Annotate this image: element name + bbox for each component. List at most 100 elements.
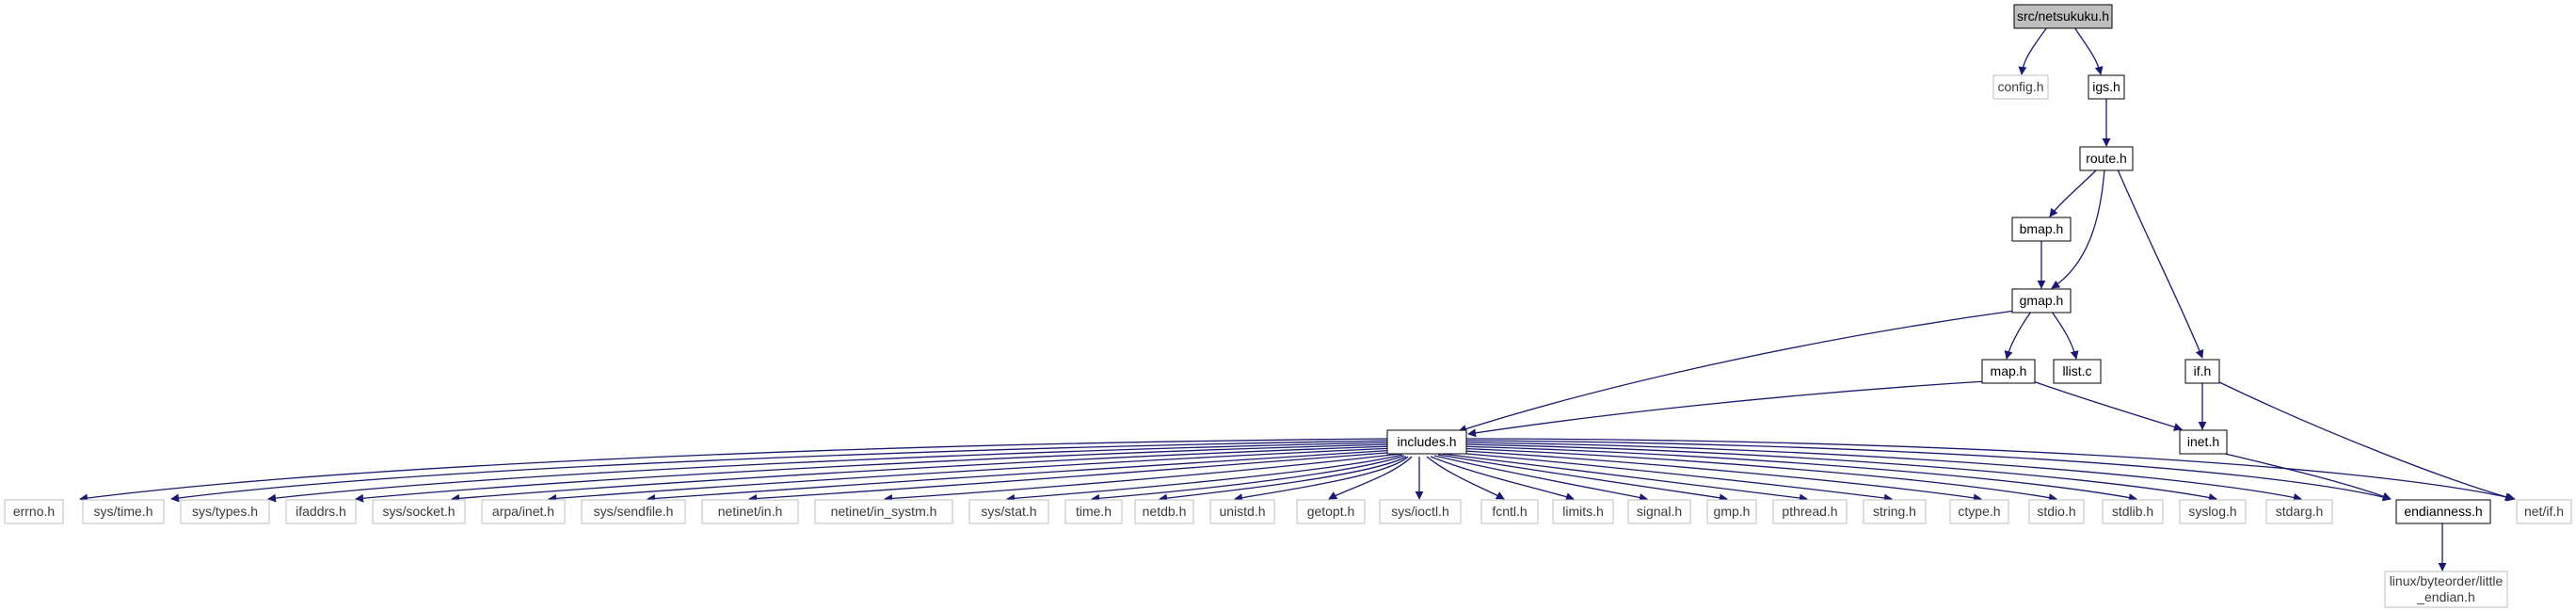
svg-text:inet.h: inet.h bbox=[2187, 434, 2219, 449]
node-sys-time[interactable]: sys/time.h bbox=[82, 499, 165, 524]
node-sys-sendfile[interactable]: sys/sendfile.h bbox=[581, 499, 686, 524]
edge-includes-netif bbox=[1464, 438, 2516, 502]
edge-includes-errno bbox=[79, 438, 1392, 503]
edge-inet-endianness bbox=[2220, 452, 2392, 501]
node-arpa-inet[interactable]: arpa/inet.h bbox=[481, 499, 566, 524]
node-stdarg[interactable]: stdarg.h bbox=[2265, 499, 2333, 524]
svg-text:igs.h: igs.h bbox=[2092, 79, 2120, 94]
node-bmap[interactable]: bmap.h bbox=[2011, 217, 2072, 242]
node-getopt[interactable]: getopt.h bbox=[1296, 499, 1366, 524]
svg-text:unistd.h: unistd.h bbox=[1219, 504, 1265, 519]
svg-text:stdio.h: stdio.h bbox=[2037, 504, 2075, 519]
node-route[interactable]: route.h bbox=[2079, 146, 2134, 171]
node-errno[interactable]: errno.h bbox=[4, 499, 64, 524]
node-sys-types[interactable]: sys/types.h bbox=[180, 499, 270, 524]
node-signal[interactable]: signal.h bbox=[1627, 499, 1691, 524]
svg-text:config.h: config.h bbox=[1997, 79, 2043, 94]
svg-text:string.h: string.h bbox=[1873, 504, 1916, 519]
svg-text:netdb.h: netdb.h bbox=[1143, 504, 1187, 519]
edge-netsukuku-config bbox=[2018, 26, 2048, 75]
svg-text:gmap.h: gmap.h bbox=[2020, 293, 2064, 308]
node-map[interactable]: map.h bbox=[1981, 359, 2036, 384]
node-net-if[interactable]: net/if.h bbox=[2516, 499, 2572, 524]
svg-text:_endian.h: _endian.h bbox=[2416, 589, 2475, 604]
edge-includes-netinet-in-systm bbox=[884, 453, 1401, 503]
edge-includes-netdb bbox=[1159, 456, 1407, 503]
node-unistd[interactable]: unistd.h bbox=[1209, 499, 1275, 524]
node-sys-socket[interactable]: sys/socket.h bbox=[372, 499, 466, 524]
node-endianness[interactable]: endianness.h bbox=[2395, 499, 2491, 524]
svg-text:getopt.h: getopt.h bbox=[1307, 504, 1355, 519]
node-netdb[interactable]: netdb.h bbox=[1134, 499, 1194, 524]
edge-includes-stdio bbox=[1452, 447, 2057, 503]
svg-text:ifaddrs.h: ifaddrs.h bbox=[296, 504, 346, 519]
edge-includes-arpa-inet bbox=[548, 447, 1397, 503]
node-linux-byteorder-little-endian[interactable]: linux/byteorder/little _endian.h bbox=[2384, 571, 2508, 608]
node-if[interactable]: if.h bbox=[2184, 359, 2220, 384]
svg-text:syslog.h: syslog.h bbox=[2188, 504, 2236, 519]
node-fcntl[interactable]: fcntl.h bbox=[1480, 499, 1539, 524]
node-ifaddrs[interactable]: ifaddrs.h bbox=[285, 499, 357, 524]
svg-text:sys/sendfile.h: sys/sendfile.h bbox=[594, 504, 674, 519]
svg-text:time.h: time.h bbox=[1076, 504, 1112, 519]
edge-includes-stdlib bbox=[1456, 445, 2137, 502]
svg-text:bmap.h: bmap.h bbox=[2020, 221, 2064, 236]
node-config[interactable]: config.h bbox=[1992, 74, 2049, 100]
svg-text:netinet/in.h: netinet/in.h bbox=[718, 504, 783, 519]
edge-includes-sys-types bbox=[267, 442, 1394, 503]
svg-text:netinet/in_systm.h: netinet/in_systm.h bbox=[831, 504, 937, 519]
node-ctype[interactable]: ctype.h bbox=[1949, 499, 2009, 524]
edge-includes-unistd bbox=[1234, 456, 1409, 503]
svg-text:map.h: map.h bbox=[1991, 363, 2027, 378]
edge-includes-ifaddrs bbox=[355, 443, 1395, 503]
edge-gmap-map bbox=[2004, 311, 2032, 360]
svg-text:linux/byteorder/little: linux/byteorder/little bbox=[2390, 573, 2504, 588]
edge-map-includes bbox=[1467, 380, 1987, 438]
edge-includes-sys-time bbox=[170, 440, 1393, 503]
node-llist[interactable]: llist.c bbox=[2053, 359, 2102, 384]
node-gmp[interactable]: gmp.h bbox=[1706, 499, 1757, 524]
node-igs[interactable]: igs.h bbox=[2088, 74, 2125, 100]
edge-route-gmap bbox=[2051, 169, 2105, 289]
node-syslog[interactable]: syslog.h bbox=[2179, 499, 2247, 524]
node-limits[interactable]: limits.h bbox=[1552, 499, 1614, 524]
edge-includes-endianness bbox=[1464, 440, 2392, 502]
node-string[interactable]: string.h bbox=[1863, 499, 1927, 524]
node-gmap[interactable]: gmap.h bbox=[2011, 288, 2072, 314]
edge-route-if bbox=[2117, 169, 2204, 359]
svg-text:fcntl.h: fcntl.h bbox=[1492, 504, 1527, 519]
edge-route-bmap bbox=[2049, 169, 2098, 217]
svg-text:sys/ioctl.h: sys/ioctl.h bbox=[1391, 504, 1448, 519]
svg-text:arpa/inet.h: arpa/inet.h bbox=[492, 504, 554, 519]
edge-includes-ctype bbox=[1448, 449, 1982, 503]
node-pthread[interactable]: pthread.h bbox=[1772, 499, 1848, 524]
node-time[interactable]: time.h bbox=[1064, 499, 1123, 524]
edge-includes-sys-sendfile bbox=[647, 449, 1398, 503]
node-stdio[interactable]: stdio.h bbox=[2028, 499, 2085, 524]
node-sys-stat[interactable]: sys/stat.h bbox=[968, 499, 1049, 524]
svg-text:ctype.h: ctype.h bbox=[1958, 504, 2000, 519]
node-netinet-in[interactable]: netinet/in.h bbox=[701, 499, 799, 524]
edge-includes-netinet-in bbox=[748, 451, 1400, 503]
node-sys-ioctl[interactable]: sys/ioctl.h bbox=[1379, 499, 1462, 524]
svg-text:sys/stat.h: sys/stat.h bbox=[981, 504, 1036, 519]
svg-text:pthread.h: pthread.h bbox=[1782, 504, 1837, 519]
edge-includes-string bbox=[1445, 451, 1893, 503]
svg-text:src/netsukuku.h: src/netsukuku.h bbox=[2017, 8, 2109, 24]
node-inet[interactable]: inet.h bbox=[2179, 429, 2228, 455]
edge-gmap-includes bbox=[1458, 309, 2023, 433]
edge-includes-time bbox=[1091, 455, 1405, 503]
node-netinet-in-systm[interactable]: netinet/in_systm.h bbox=[814, 499, 953, 524]
node-stdlib[interactable]: stdlib.h bbox=[2102, 499, 2164, 524]
svg-text:gmp.h: gmp.h bbox=[1714, 504, 1751, 519]
node-netsukuku[interactable]: src/netsukuku.h bbox=[2013, 4, 2113, 29]
edge-includes-pthread bbox=[1441, 453, 1808, 503]
svg-text:sys/types.h: sys/types.h bbox=[192, 504, 258, 519]
edge-includes-getopt bbox=[1328, 456, 1413, 500]
edge-includes-stdarg bbox=[1462, 442, 2302, 502]
svg-text:sys/socket.h: sys/socket.h bbox=[382, 504, 455, 519]
node-includes[interactable]: includes.h bbox=[1386, 429, 1467, 455]
svg-text:stdlib.h: stdlib.h bbox=[2112, 504, 2153, 519]
svg-text:endianness.h: endianness.h bbox=[2404, 504, 2482, 519]
